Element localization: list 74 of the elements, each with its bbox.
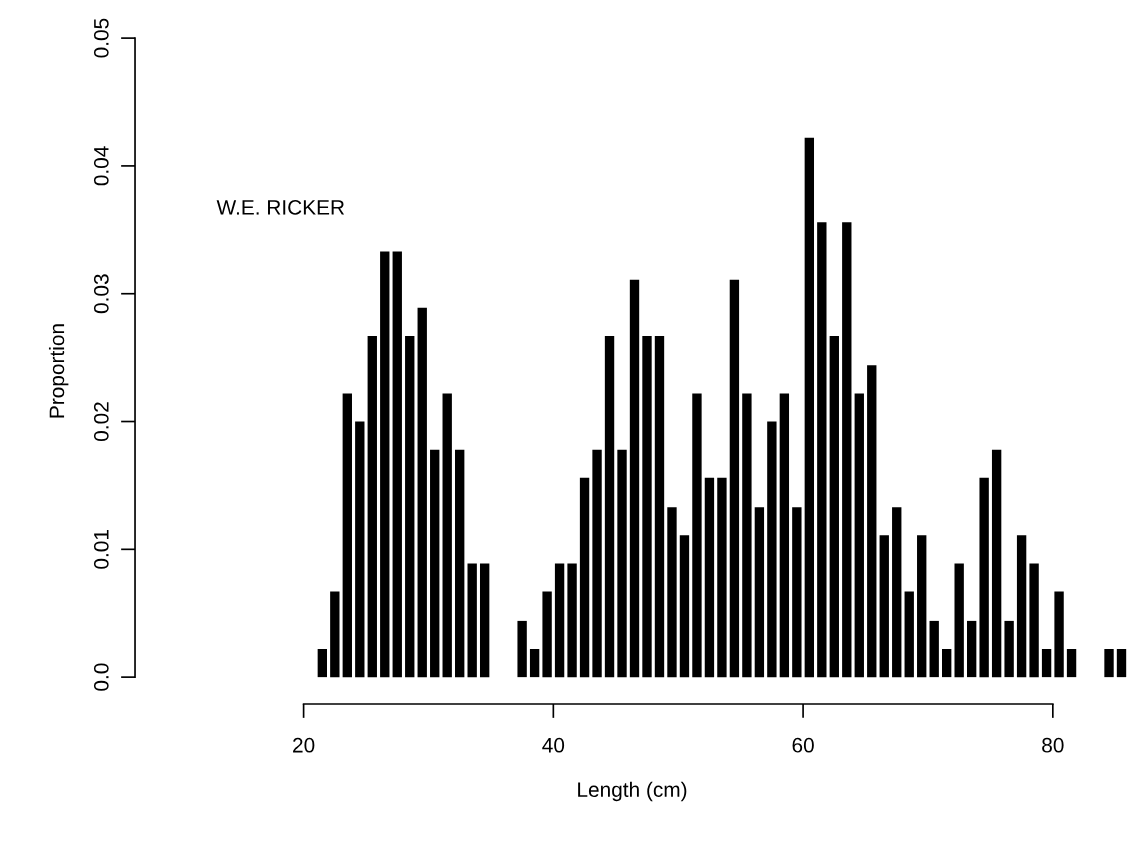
bar xyxy=(904,591,914,678)
bar xyxy=(405,335,415,678)
bar xyxy=(842,222,852,678)
bar xyxy=(1016,535,1027,678)
bar xyxy=(430,449,440,678)
x-axis-title: Length (cm) xyxy=(578,781,687,802)
bar xyxy=(629,279,640,678)
bar xyxy=(1054,591,1064,678)
bar xyxy=(1066,649,1077,678)
bar xyxy=(692,393,702,678)
bar xyxy=(742,393,752,678)
x-tick-label: 20 xyxy=(293,737,315,753)
bar xyxy=(342,393,352,678)
bar xyxy=(592,449,602,678)
bar xyxy=(604,335,615,678)
bar xyxy=(442,393,452,678)
bar xyxy=(667,507,677,678)
bar xyxy=(704,477,715,678)
bar xyxy=(817,222,827,678)
bar xyxy=(717,477,727,678)
x-tick-label: 60 xyxy=(792,737,814,753)
bar xyxy=(367,335,377,678)
bar xyxy=(679,535,690,678)
bar xyxy=(542,591,552,678)
bar xyxy=(754,507,765,678)
bar xyxy=(380,251,390,678)
bar xyxy=(567,563,577,678)
bar xyxy=(942,649,952,678)
bar xyxy=(879,535,889,678)
bar xyxy=(317,649,328,678)
bar xyxy=(991,449,1002,678)
bar xyxy=(979,477,989,678)
bar xyxy=(554,563,565,678)
bar xyxy=(966,620,977,678)
bar xyxy=(1116,649,1127,678)
bar xyxy=(1041,649,1052,678)
bar xyxy=(829,335,839,678)
bar xyxy=(642,335,652,678)
bar xyxy=(467,563,477,678)
bar xyxy=(804,137,815,678)
y-tick-label: 0.0 xyxy=(93,663,109,691)
bar xyxy=(929,620,939,678)
bar xyxy=(479,563,490,678)
y-tick-label: 0.02 xyxy=(93,402,109,441)
bar xyxy=(654,335,665,678)
bar xyxy=(355,421,365,678)
bar xyxy=(617,449,627,678)
bar xyxy=(767,421,777,678)
bar xyxy=(330,591,340,678)
x-tick-label: 40 xyxy=(542,737,565,753)
y-tick-label: 0.05 xyxy=(93,18,109,58)
bar xyxy=(455,449,465,678)
x-tick-label: 80 xyxy=(1042,737,1064,753)
bar xyxy=(1004,620,1014,678)
y-axis-title: Proportion xyxy=(48,324,69,418)
bar xyxy=(779,393,790,678)
bar xyxy=(792,507,802,678)
bar xyxy=(392,251,402,678)
bar xyxy=(917,535,927,678)
y-tick-label: 0.04 xyxy=(93,146,109,186)
bar xyxy=(529,649,540,678)
bar xyxy=(729,279,740,678)
y-tick-label: 0.03 xyxy=(93,274,109,314)
bar xyxy=(854,393,864,678)
bar xyxy=(417,307,427,678)
bar xyxy=(1104,649,1114,678)
bar xyxy=(517,620,527,678)
y-tick-label: 0.01 xyxy=(93,530,109,569)
annotation: W.E. RICKER xyxy=(216,200,345,215)
bar xyxy=(867,365,877,678)
bar xyxy=(954,563,964,678)
bar xyxy=(1029,563,1039,678)
bar xyxy=(579,477,590,678)
bar xyxy=(892,507,902,678)
